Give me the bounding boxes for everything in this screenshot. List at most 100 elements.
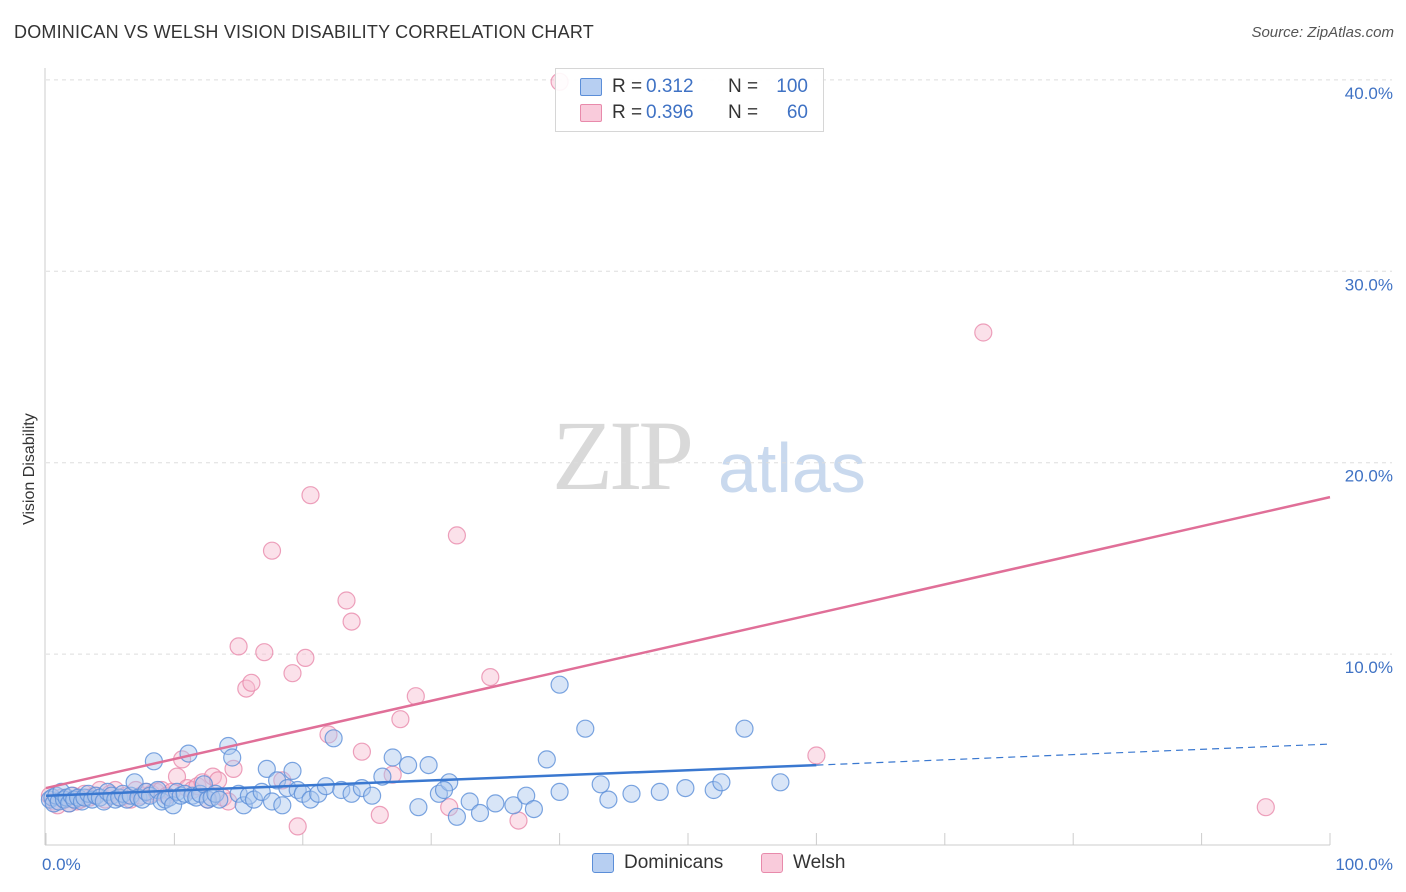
dominicans-swatch: [592, 853, 614, 873]
welsh-point: [237, 679, 256, 698]
welsh-point: [229, 637, 248, 656]
r-label: R =: [612, 102, 643, 123]
dominican-point: [447, 807, 466, 826]
welsh-point: [807, 746, 826, 765]
dominican-point: [676, 778, 695, 798]
dominican-point: [363, 786, 382, 805]
dominican-point: [383, 748, 402, 767]
welsh-swatch: [761, 853, 783, 873]
welsh-point: [974, 323, 993, 342]
r-value: 0.312: [646, 76, 694, 97]
dominican-point: [210, 790, 229, 809]
welsh-point: [296, 648, 315, 668]
watermark-atlas: atlas: [718, 429, 866, 507]
welsh-point: [370, 805, 389, 825]
welsh-trend-line: [45, 495, 1331, 790]
n-label: N =: [728, 76, 759, 97]
n-value: 100: [776, 76, 808, 97]
legend-item-welsh[interactable]: Welsh: [761, 852, 845, 874]
dominican-point: [434, 780, 454, 800]
dominican-point: [771, 773, 790, 792]
welsh-point: [391, 710, 410, 729]
welsh-point: [301, 486, 320, 505]
dominican-point: [316, 777, 335, 796]
dominicans-swatch: [580, 78, 602, 96]
dominican-point: [650, 782, 669, 802]
dominican-point: [517, 786, 536, 805]
dominican-point: [550, 675, 569, 694]
dominican-point: [704, 780, 723, 800]
welsh-point: [342, 612, 361, 631]
welsh-point: [440, 798, 459, 817]
dominican-point: [409, 798, 428, 817]
dominican-point: [550, 782, 569, 802]
dominican-point: [257, 759, 276, 779]
chart-title: DOMINICAN VS WELSH VISION DISABILITY COR…: [14, 22, 594, 42]
series-legend: Dominicans Welsh: [0, 852, 1406, 878]
stats-legend: R = 0.312 N = 100 R = 0.396 N = 60: [555, 68, 824, 132]
dominican-point: [504, 796, 523, 815]
dominican-point: [470, 803, 490, 823]
dominican-point: [399, 755, 418, 775]
dominican-point: [244, 790, 264, 809]
legend-label-dominicans: Dominicans: [624, 852, 724, 873]
dominican-point: [622, 784, 641, 803]
dominican-point: [460, 792, 479, 811]
welsh-point: [255, 643, 274, 662]
welsh-swatch: [580, 104, 602, 122]
welsh-point: [262, 541, 282, 560]
y-tick-label: 20.0%: [1345, 467, 1393, 486]
legend-label-welsh: Welsh: [793, 852, 846, 873]
r-value: 0.396: [646, 102, 694, 123]
data-points: [40, 72, 1275, 836]
dominican-point: [164, 796, 183, 815]
r-label: R =: [612, 76, 643, 97]
dominican-point: [273, 796, 292, 815]
dominicans-trend-extension: [816, 743, 1331, 766]
welsh-point: [242, 673, 261, 692]
source-label: Source: ZipAtlas.com: [1251, 24, 1394, 41]
welsh-point: [167, 767, 187, 786]
dominican-point: [332, 780, 351, 800]
dominican-point: [735, 719, 754, 738]
legend-row-welsh: R = 0.396 N = 60: [580, 101, 808, 125]
x-tick-label-max: 100.0%: [1335, 855, 1393, 874]
y-tick-label: 30.0%: [1345, 275, 1393, 294]
legend-item-dominicans[interactable]: Dominicans: [592, 852, 723, 874]
dominican-point: [373, 767, 392, 786]
y-tick-label: 10.0%: [1345, 658, 1393, 677]
trend-lines: [45, 495, 1331, 797]
dominican-point: [234, 796, 253, 815]
welsh-point: [283, 664, 302, 683]
n-label: N =: [728, 102, 759, 123]
watermark-zip: ZIP: [552, 400, 694, 511]
legend-row-dominicans: R = 0.312 N = 100: [580, 75, 808, 99]
dominicans-trend-line: [45, 763, 817, 797]
dominican-point: [268, 771, 287, 790]
grid-lines: [46, 79, 1392, 655]
x-tick-label-min: 0.0%: [42, 855, 81, 874]
dominican-point: [712, 773, 731, 792]
welsh-point: [337, 591, 356, 610]
dominican-point: [576, 719, 595, 738]
y-axis-title: Vision Disability: [21, 413, 38, 525]
welsh-point: [288, 817, 307, 836]
welsh-point: [481, 667, 500, 687]
welsh-point: [447, 526, 466, 545]
dominican-point: [419, 755, 438, 775]
dominican-point: [486, 794, 505, 813]
welsh-point: [1256, 798, 1275, 817]
dominican-point: [342, 784, 361, 803]
welsh-point: [352, 742, 371, 761]
welsh-point: [509, 811, 528, 830]
dominican-point: [599, 790, 618, 809]
dominican-point: [537, 750, 556, 769]
axes: [44, 68, 1331, 846]
dominican-point: [283, 761, 302, 781]
dominican-point: [591, 775, 610, 794]
y-tick-label: 40.0%: [1345, 84, 1393, 103]
dominican-point: [262, 792, 282, 811]
dominican-point: [524, 799, 544, 819]
dominican-point: [324, 729, 343, 748]
